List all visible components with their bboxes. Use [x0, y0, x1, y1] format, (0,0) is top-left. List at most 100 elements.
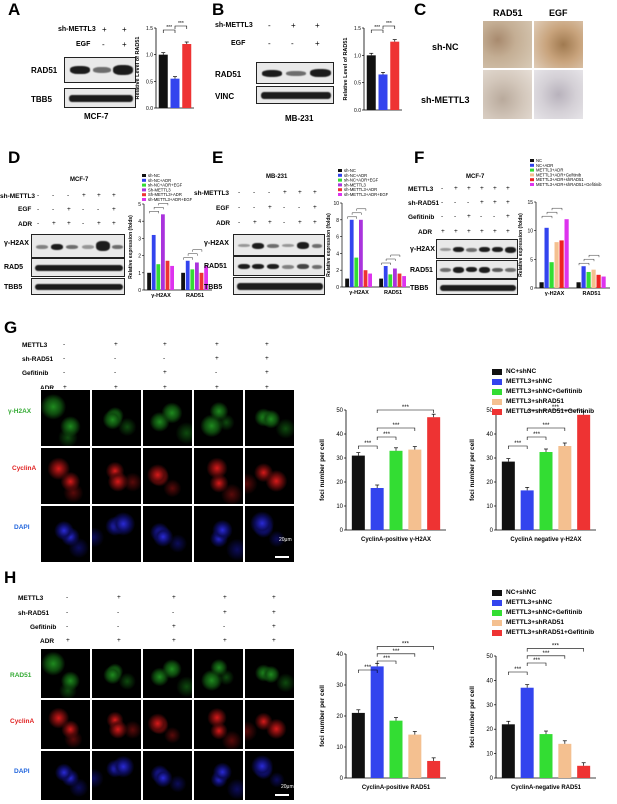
bar	[161, 214, 165, 290]
mark: +	[265, 355, 269, 362]
bar	[366, 55, 376, 110]
mark: -	[215, 369, 218, 376]
row-label-egf: EGF	[76, 41, 91, 48]
x-axis-label: CyclinA negative γ-H2AX	[510, 537, 581, 543]
blot-label-rad51: RAD51	[204, 263, 227, 270]
legend-swatch	[492, 399, 502, 405]
x-tick-label: γ-H2AX	[151, 293, 171, 299]
western-blot-gamma-h2ax	[436, 239, 518, 259]
bar	[170, 265, 174, 290]
mark: +	[493, 228, 497, 235]
channel-label-dapi: DAPI	[14, 768, 30, 775]
x-tick-label: RAD51	[582, 291, 600, 297]
western-blot-tbb5	[64, 88, 136, 108]
sig-bracket	[153, 207, 164, 210]
mark: -	[97, 206, 100, 213]
y-tick-label: 0	[490, 528, 494, 534]
ihc-image-shmettl3-rad51	[482, 69, 533, 120]
sig-label: ***	[383, 656, 391, 662]
y-tick-label: 40	[336, 432, 343, 438]
sig-bracket	[583, 259, 595, 262]
mark: -	[238, 219, 241, 226]
blot-label-vinc: VINC	[215, 92, 235, 101]
mark: -	[83, 40, 86, 49]
sig-label: ***	[178, 21, 184, 27]
sig-bracket	[162, 29, 176, 33]
y-axis-label: foci number per cell	[469, 439, 476, 501]
mark: +	[163, 341, 167, 348]
x-tick-label: γ-H2AX	[545, 291, 565, 297]
row-label-egf: EGF	[216, 205, 230, 212]
bar	[156, 264, 161, 290]
y-tick-label: 2	[138, 254, 141, 260]
microscopy-image	[193, 389, 244, 447]
y-axis-label: foci number per cell	[319, 685, 326, 747]
cell-line-label: MCF-7	[466, 174, 485, 180]
bar	[596, 274, 601, 288]
sig-label: ***	[392, 649, 400, 655]
row-label-sh-mettl3: sh-METTL3	[215, 22, 253, 29]
sig-label: ***	[364, 665, 372, 671]
sig-bracket	[390, 254, 401, 257]
mark: +	[272, 594, 276, 601]
mark: -	[480, 213, 483, 220]
bar	[195, 262, 199, 290]
sig-bracket	[376, 646, 434, 650]
y-tick-label: 20	[486, 727, 493, 733]
y-tick-label: 0.5	[146, 79, 153, 85]
sig-bracket	[149, 211, 159, 214]
microscopy-image	[142, 750, 193, 801]
western-blot-vinc	[256, 86, 334, 104]
mark: +	[506, 213, 510, 220]
sig-label: ***	[386, 21, 392, 27]
mark: +	[67, 206, 71, 213]
bar	[182, 44, 192, 108]
western-blot-rad51	[256, 62, 334, 84]
sig-label: ***	[542, 651, 550, 657]
blot-label-tbb5: TBB5	[204, 284, 223, 291]
mark: +	[66, 637, 70, 644]
sig-bracket	[551, 208, 563, 211]
mark: +	[117, 594, 121, 601]
sig-bracket	[381, 262, 391, 265]
scale-bar	[275, 556, 289, 558]
ihc-image-shmettl3-egf	[533, 69, 584, 120]
microscopy-image	[91, 750, 142, 801]
bar	[388, 274, 393, 287]
mark: -	[83, 25, 86, 34]
mark: +	[265, 369, 269, 376]
cell-line-label: MCF-7	[84, 112, 109, 121]
bar	[402, 276, 406, 287]
legend-label: METTL3+shRAD51	[506, 619, 564, 626]
mark: +	[172, 623, 176, 630]
mark: -	[298, 204, 301, 211]
mark: +	[82, 192, 86, 199]
bar	[520, 687, 534, 778]
row-label-adr: ADR	[18, 221, 33, 228]
y-tick-label: 0	[138, 288, 141, 294]
western-blot-rad5	[31, 258, 125, 277]
microscopy-image	[193, 750, 244, 801]
sig-bracket	[370, 29, 384, 33]
mark: +	[480, 228, 484, 235]
mark: +	[493, 199, 497, 206]
row-label-mettl3: METTL3	[408, 186, 434, 193]
legend-swatch	[492, 620, 502, 626]
panel-label-f: F	[414, 148, 425, 167]
x-tick-label: γ-H2AX	[349, 290, 369, 296]
legend-label: NC+ADR	[536, 163, 553, 168]
sig-bracket	[385, 258, 396, 261]
mark: +	[268, 204, 272, 211]
microscopy-image	[244, 648, 295, 699]
mark: -	[441, 185, 444, 192]
bar	[370, 488, 384, 530]
mark: +	[268, 219, 272, 226]
legend-label: sh-NC+ADR	[148, 178, 171, 183]
legend-swatch	[530, 168, 534, 172]
y-tick-label: 10	[336, 745, 343, 751]
mark: +	[313, 204, 317, 211]
mark: +	[215, 341, 219, 348]
mark: -	[63, 355, 66, 362]
mark: -	[283, 204, 286, 211]
legend-swatch	[530, 183, 534, 186]
